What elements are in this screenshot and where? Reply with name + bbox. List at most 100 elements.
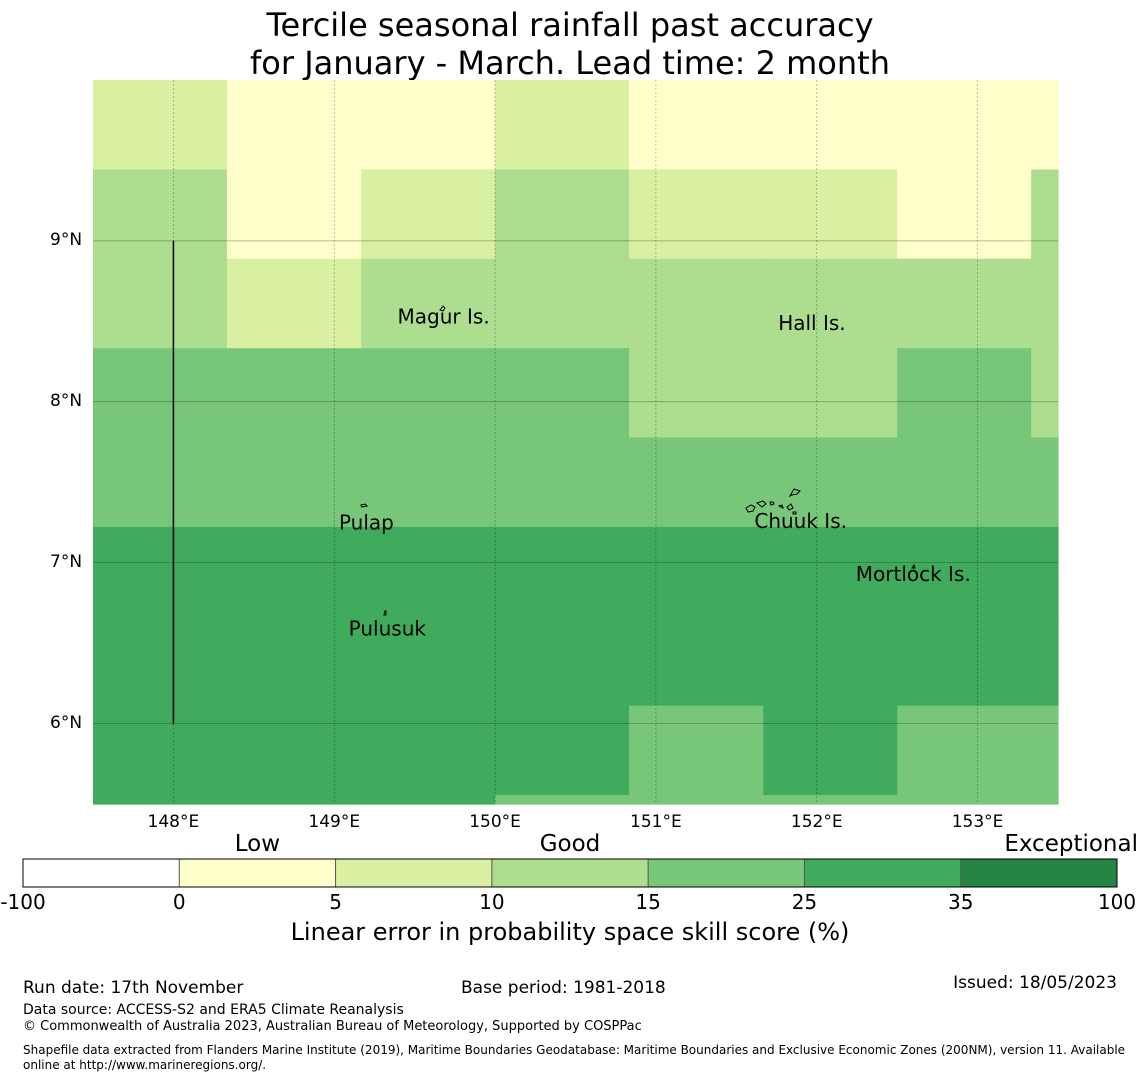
colorbar-tick-label: 10 xyxy=(479,890,505,914)
grid-cell xyxy=(361,794,496,805)
colorbar-tick-label: 15 xyxy=(635,890,661,914)
place-label: Magur Is. xyxy=(398,305,490,329)
grid-cell xyxy=(763,526,898,617)
grid-cell xyxy=(763,705,898,796)
grid-cell xyxy=(1031,705,1059,796)
base-period: Base period: 1981-2018 xyxy=(461,978,666,998)
grid-cell xyxy=(93,437,228,528)
grid-cell xyxy=(897,437,1032,528)
colorbar-swatch xyxy=(335,859,492,887)
grid-cell xyxy=(495,794,630,805)
copyright: © Commonwealth of Australia 2023, Austra… xyxy=(23,1019,642,1034)
colorbar-swatch xyxy=(491,859,649,887)
grid-cell xyxy=(361,348,496,439)
place-labels: Magur Is. Hall Is. Pulap Chuuk Is. Mortlock … xyxy=(339,305,971,641)
lat-tick-label: 8°N xyxy=(50,390,83,411)
grid-cell xyxy=(1031,437,1059,528)
chart-title-line1: Tercile seasonal rainfall past accuracy xyxy=(266,6,874,44)
shapefile-credit-line1: Shapefile data extracted from Flanders M… xyxy=(23,1043,1126,1057)
colorbar-title: Linear error in probability space skill … xyxy=(290,918,850,946)
lon-tick-label: 150°E xyxy=(469,812,521,832)
grid-cell xyxy=(361,80,496,171)
grid-cell xyxy=(495,258,630,349)
grid-cell xyxy=(897,794,1032,805)
grid-cell xyxy=(629,80,764,171)
grid-cell xyxy=(1031,80,1059,171)
grid-cell xyxy=(226,794,362,805)
colorbar-tick-label: 0 xyxy=(172,890,186,914)
colorbar-swatch xyxy=(648,859,805,887)
grid-cell xyxy=(629,169,764,260)
lon-tick-label: 153°E xyxy=(951,812,1004,832)
shapefile-credit-line2: online at http://www.marineregions.org/. xyxy=(23,1058,267,1072)
grid-cell xyxy=(361,526,496,617)
grid-cell xyxy=(897,526,1032,617)
grid-cell xyxy=(226,258,362,349)
colorbar-tick-label: -100 xyxy=(0,890,46,914)
place-label: Mortlock Is. xyxy=(856,562,971,586)
grid-cell xyxy=(226,705,362,796)
grid-cell xyxy=(495,437,630,528)
grid-cell xyxy=(226,616,362,707)
colorbar-swatch xyxy=(960,859,1117,887)
lat-tick-label: 6°N xyxy=(50,712,83,733)
grid-cell xyxy=(763,616,898,707)
grid-cell xyxy=(897,80,1032,171)
grid-cell xyxy=(93,258,228,349)
grid-cell xyxy=(629,348,764,439)
grid-cell xyxy=(1031,526,1059,617)
grid-cell xyxy=(763,794,898,805)
grid-cell xyxy=(495,169,630,260)
run-date: Run date: 17th November xyxy=(23,978,244,998)
colorbar-swatch xyxy=(804,859,961,887)
grid-cell xyxy=(93,348,228,439)
grid-cell xyxy=(763,258,898,349)
island-outline xyxy=(439,305,446,312)
island-outlines xyxy=(360,305,916,616)
data-source: Data source: ACCESS-S2 and ERA5 Climate … xyxy=(23,1002,404,1018)
grid-cell xyxy=(495,526,630,617)
grid-cell xyxy=(361,705,496,796)
island-outline xyxy=(788,488,801,498)
grid-cell xyxy=(93,526,228,617)
grid-cell xyxy=(361,437,496,528)
island-outline xyxy=(777,504,784,509)
grid-cell xyxy=(361,616,496,707)
grid-cell xyxy=(1031,616,1059,707)
lon-tick-label: 151°E xyxy=(630,812,682,832)
grid-cell xyxy=(1031,348,1059,439)
grid-cell xyxy=(763,437,898,528)
grid-cell xyxy=(495,80,630,171)
island-outline xyxy=(786,503,794,511)
island-outline xyxy=(745,504,756,513)
grid-cell xyxy=(629,526,764,617)
colorbar-tick-label: 25 xyxy=(791,890,818,914)
colorbar-frame xyxy=(22,858,1118,888)
grid-cell xyxy=(763,169,898,260)
grid-cell xyxy=(93,705,228,796)
grid-cell xyxy=(763,80,898,171)
grid-cell xyxy=(897,616,1032,707)
grid-cell xyxy=(897,258,1032,349)
grid-cell xyxy=(93,169,228,260)
grid-cell xyxy=(226,169,362,260)
skill-category-label: Low xyxy=(234,831,281,857)
grid-cell xyxy=(629,258,764,349)
colorbar-tick-label: 5 xyxy=(329,890,342,914)
place-label: Chuuk Is. xyxy=(754,509,847,533)
grid-cell xyxy=(897,169,1032,260)
grid-cell xyxy=(226,348,362,439)
place-label: Hall Is. xyxy=(778,311,845,335)
island-outline xyxy=(755,500,767,508)
colorbar-swatch xyxy=(23,859,180,887)
grid-cell xyxy=(629,794,764,805)
island-outline xyxy=(911,563,916,569)
colorbar xyxy=(22,858,1118,888)
island-outline xyxy=(360,503,369,508)
grid-cell xyxy=(1031,169,1059,260)
grid-cell xyxy=(1031,258,1059,349)
place-label: Pulap xyxy=(339,511,394,535)
lat-tick-label: 7°N xyxy=(50,551,83,572)
colorbar-tick-label: 35 xyxy=(947,890,974,914)
